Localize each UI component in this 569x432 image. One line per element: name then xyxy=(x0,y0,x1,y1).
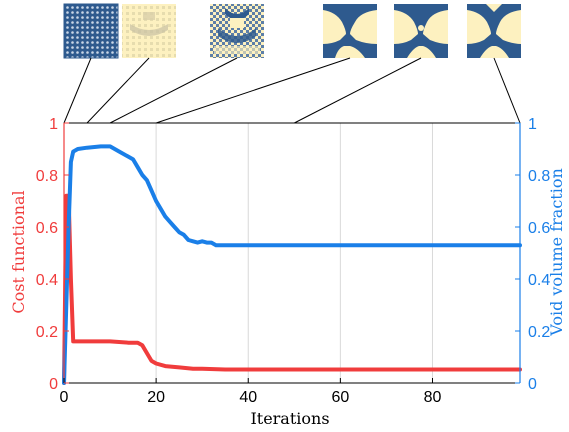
y-left-tick-label-0: 0 xyxy=(49,376,58,393)
vertical-grid xyxy=(155,123,433,383)
y-left-tick-label-3: 0.6 xyxy=(36,220,58,237)
x-tick-label-0: 0 xyxy=(60,389,69,406)
inset-iteration-10 xyxy=(210,4,264,58)
void-volume-fraction-line xyxy=(62,144,522,385)
tick-group: 0 20 40 60 80 0 0.2 0.4 0.6 0.8 1 0 0.2 0.4 0.6 0.8 1 xyxy=(36,116,551,406)
inset-iteration-5 xyxy=(122,4,176,58)
inset-iteration-0 xyxy=(63,3,119,59)
y-right-tick-label-5: 1 xyxy=(528,116,537,133)
connector-line-10 xyxy=(109,57,238,124)
connector-line-50 xyxy=(294,57,422,124)
y-axis-label-right: Void volume fraction xyxy=(547,168,566,337)
connector-line-5 xyxy=(86,57,150,124)
inset-iteration-20 xyxy=(323,4,377,58)
x-tick-label-20: 20 xyxy=(147,389,165,406)
y-right-tick-label-1: 0.2 xyxy=(528,324,550,341)
inset-images xyxy=(63,3,521,59)
inset-iteration-50 xyxy=(394,4,448,58)
cost-functional-line xyxy=(62,193,522,385)
y-right-tick-label-0: 0 xyxy=(528,376,537,393)
series-group xyxy=(62,144,522,385)
y-right-tick-label-4: 0.8 xyxy=(528,168,550,185)
y-left-tick-label-1: 0.2 xyxy=(36,324,58,341)
x-tick-label-60: 60 xyxy=(331,389,349,406)
axes-frame xyxy=(63,122,521,384)
y-left-tick-label-5: 1 xyxy=(49,116,58,133)
x-axis-label: Iterations xyxy=(250,409,329,428)
y-right-tick-label-3: 0.6 xyxy=(528,220,550,237)
connector-line-99 xyxy=(493,57,521,124)
y-axis-label-left: Cost functional xyxy=(9,190,28,313)
x-tick-label-80: 80 xyxy=(424,389,442,406)
inset-connector-lines xyxy=(63,57,521,124)
x-tick-label-40: 40 xyxy=(239,389,257,406)
connector-line-0 xyxy=(63,57,92,124)
y-left-tick-label-2: 0.4 xyxy=(36,272,58,289)
connector-line-20 xyxy=(155,57,351,124)
y-left-tick-label-4: 0.8 xyxy=(36,168,58,185)
y-right-tick-label-2: 0.4 xyxy=(528,272,550,289)
inset-iteration-99 xyxy=(467,4,521,58)
